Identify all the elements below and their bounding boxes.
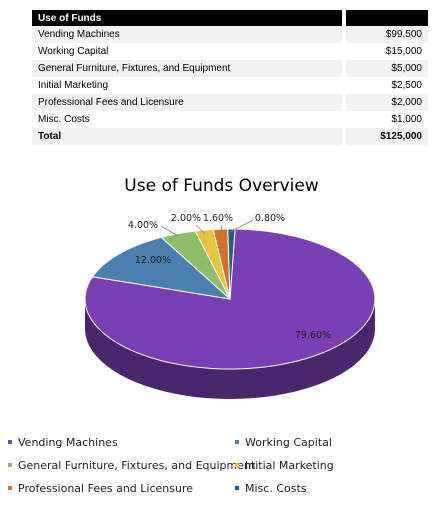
row-amount: $1,000 bbox=[343, 111, 428, 128]
row-amount: $5,000 bbox=[343, 60, 428, 77]
pie-data-label: 0.80% bbox=[255, 213, 285, 224]
row-label: Vending Machines bbox=[32, 26, 346, 43]
use-of-funds-table: Use of Funds Vending Machines $99,500 Wo… bbox=[32, 10, 428, 145]
pie-slice-side bbox=[85, 299, 375, 399]
table-total-row: Total $125,000 bbox=[32, 128, 428, 145]
table-header: Use of Funds bbox=[32, 10, 346, 26]
chart-title: Use of Funds Overview bbox=[124, 176, 319, 196]
pie-slice bbox=[194, 228, 231, 300]
pie-slice bbox=[160, 230, 231, 300]
table-row: Working Capital $15,000 bbox=[32, 43, 428, 60]
pie-slice bbox=[212, 228, 231, 300]
pie-labels: 79.60% 12.00% 4.00% 2.00% 1.60% 0.80% bbox=[128, 213, 331, 341]
pie-top bbox=[84, 228, 376, 370]
row-amount: $2,000 bbox=[343, 94, 428, 111]
legend-label: General Furniture, Fixtures, and Equipme… bbox=[18, 459, 256, 472]
table-row: Initial Marketing $2,500 bbox=[32, 77, 428, 94]
row-label: General Furniture, Fixtures, and Equipme… bbox=[32, 60, 346, 77]
pie-leader-line bbox=[220, 224, 223, 234]
pie-leader-line bbox=[195, 224, 206, 235]
row-amount: $99,500 bbox=[343, 26, 428, 43]
row-amount: $2,500 bbox=[343, 77, 428, 94]
legend-label: Misc. Costs bbox=[245, 482, 307, 495]
table-row: General Furniture, Fixtures, and Equipme… bbox=[32, 60, 428, 77]
table-row: Misc. Costs $1,000 bbox=[32, 111, 428, 128]
legend-swatch bbox=[8, 440, 12, 444]
legend-label: Initial Marketing bbox=[245, 459, 334, 472]
legend-swatch bbox=[235, 463, 239, 467]
pie-data-label: 2.00% bbox=[171, 213, 201, 224]
legend-item: Initial Marketing bbox=[235, 459, 334, 472]
total-label: Total bbox=[32, 128, 346, 145]
legend-swatch bbox=[235, 486, 239, 490]
pie-leader-line bbox=[229, 219, 254, 233]
legend-swatch bbox=[8, 463, 12, 467]
table-row: Vending Machines $99,500 bbox=[32, 26, 428, 43]
legend-item: Misc. Costs bbox=[235, 482, 307, 495]
legend-item: General Furniture, Fixtures, and Equipme… bbox=[8, 459, 255, 472]
legend-swatch bbox=[8, 486, 12, 490]
pie-data-label: 1.60% bbox=[203, 213, 233, 224]
row-label: Professional Fees and Licensure bbox=[32, 94, 346, 111]
pie-slice bbox=[91, 236, 232, 300]
row-label: Working Capital bbox=[32, 43, 346, 60]
pie-data-label: 79.60% bbox=[295, 330, 331, 341]
legend-item: Working Capital bbox=[235, 436, 332, 449]
legend-item: Vending Machines bbox=[8, 436, 118, 449]
pie-data-label: 12.00% bbox=[135, 255, 171, 266]
pie-sides bbox=[85, 299, 375, 399]
row-label: Initial Marketing bbox=[32, 77, 346, 94]
legend-label: Professional Fees and Licensure bbox=[18, 482, 194, 495]
legend-swatch bbox=[235, 440, 239, 444]
legend-label: Vending Machines bbox=[18, 436, 118, 449]
row-label: Misc. Costs bbox=[32, 111, 346, 128]
total-amount: $125,000 bbox=[343, 128, 428, 145]
pie-data-label: 4.00% bbox=[128, 220, 158, 231]
legend-item: Professional Fees and Licensure bbox=[8, 482, 193, 495]
pie-slice bbox=[227, 228, 236, 300]
table-header-row: Use of Funds bbox=[32, 10, 428, 26]
table-row: Professional Fees and Licensure $2,000 bbox=[32, 94, 428, 111]
legend-label: Working Capital bbox=[245, 436, 332, 449]
pie-leader-line bbox=[160, 225, 179, 237]
row-amount: $15,000 bbox=[343, 43, 428, 60]
